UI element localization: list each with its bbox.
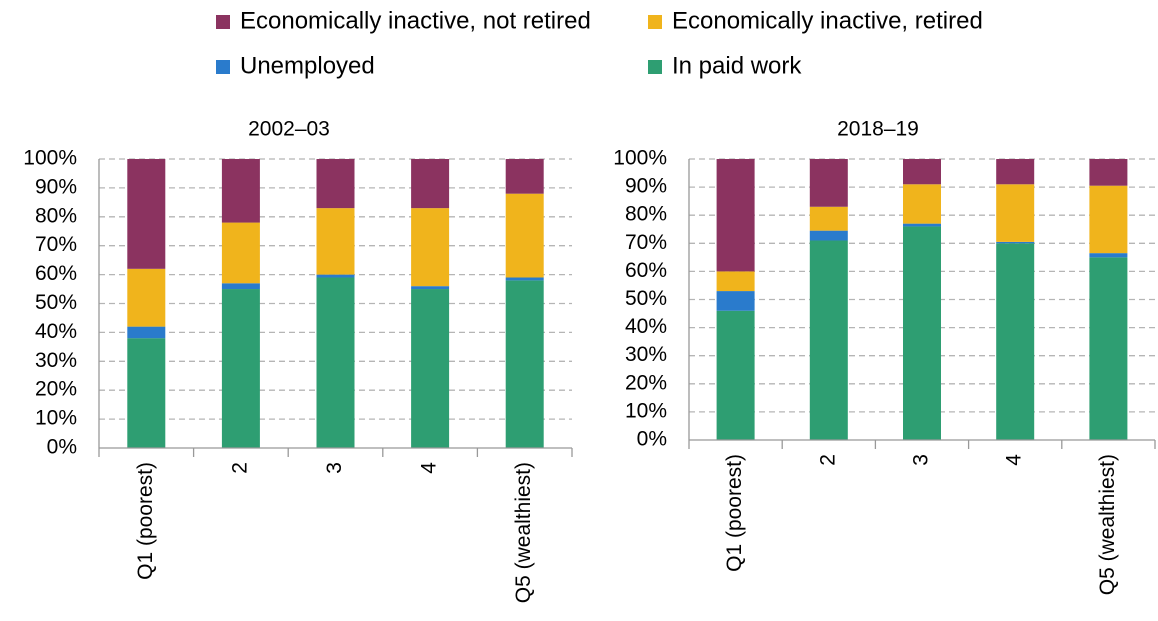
y-tick-label: 70%: [625, 231, 667, 254]
bar-segment: [903, 226, 941, 440]
bar-segment: [316, 159, 355, 209]
y-tick-label: 50%: [625, 287, 667, 310]
y-tick-label: 100%: [613, 147, 667, 170]
bar-segment: [809, 240, 848, 440]
y-tick-label: 30%: [35, 349, 77, 372]
bar-segment: [411, 208, 450, 287]
bar-segment: [1089, 253, 1128, 258]
y-tick-label: 10%: [625, 399, 667, 422]
y-tick-label: 50%: [35, 291, 77, 314]
y-tick-label: 70%: [35, 233, 77, 256]
bar-segment: [505, 280, 544, 448]
y-tick-label: 60%: [35, 262, 77, 285]
bar-segment: [221, 289, 260, 448]
y-tick-label: 80%: [35, 204, 77, 227]
bar-segment: [316, 208, 355, 275]
bar-segment: [716, 159, 755, 272]
bar-segment: [716, 310, 755, 440]
bar-segment: [127, 268, 166, 327]
y-tick-label: 40%: [625, 315, 667, 338]
bar-segment: [716, 271, 755, 292]
legend-swatch: [648, 15, 662, 29]
bar-segment: [505, 159, 544, 194]
bar-segment: [411, 289, 450, 448]
y-tick-label: 60%: [625, 259, 667, 282]
x-tick-label: 2: [816, 454, 839, 466]
y-tick-label: 90%: [35, 175, 77, 198]
bar-segment: [1089, 257, 1128, 440]
bar-segment: [996, 184, 1035, 242]
legend-swatch: [216, 60, 230, 74]
bar-segment: [903, 159, 941, 185]
bar-segment: [127, 338, 166, 448]
legend-label: Economically inactive, not retired: [240, 7, 591, 34]
bar-segment: [127, 326, 166, 339]
bar-segment: [316, 277, 355, 448]
x-tick-label: Q1 (poorest): [134, 462, 157, 580]
x-tick-label: 4: [418, 462, 441, 474]
chart: 2018–19 0% 10% 20% 30% 40% 50% 60% 70% 80% 90% 100%…: [613, 118, 1156, 595]
bar-segment: [316, 274, 355, 278]
bar-segment: [903, 223, 941, 227]
chart-title: 2002–03: [248, 118, 330, 141]
bar-segment: [505, 277, 544, 281]
bar-segment: [1089, 185, 1128, 254]
bar-segment: [996, 243, 1035, 440]
x-tick-label: Q5 (wealthiest): [1096, 454, 1119, 595]
y-tick-label: 90%: [625, 175, 667, 198]
y-tick-label: 20%: [35, 378, 77, 401]
bar-segment: [505, 193, 544, 278]
y-tick-label: 30%: [625, 343, 667, 366]
legend-label: Unemployed: [240, 52, 375, 79]
y-tick-label: 100%: [23, 147, 77, 170]
bar-segment: [716, 291, 755, 311]
bar-segment: [411, 159, 450, 209]
bar-segment: [809, 230, 848, 241]
x-tick-label: Q5 (wealthiest): [512, 462, 535, 603]
bar-segment: [221, 159, 260, 223]
chart: 2002–03 0% 10% 20% 30% 40% 50% 60% 70% 80% 90% 100%…: [23, 118, 573, 603]
x-tick-label: 2: [228, 462, 251, 474]
bar-segment: [221, 283, 260, 290]
legend-label: Economically inactive, retired: [672, 7, 983, 34]
bar-segment: [996, 241, 1035, 244]
legend-label: In paid work: [672, 52, 802, 79]
y-tick-label: 0%: [637, 428, 667, 451]
bar-segment: [809, 206, 848, 231]
bar-segment: [903, 184, 941, 224]
bar-segment: [996, 159, 1035, 185]
x-tick-label: 4: [1003, 454, 1026, 466]
x-tick-label: 3: [910, 454, 933, 466]
x-tick-label: 3: [323, 462, 346, 474]
bar-segment: [221, 222, 260, 284]
bar-segment: [809, 159, 848, 207]
y-tick-label: 10%: [35, 407, 77, 430]
bar-segment: [127, 159, 166, 269]
bar-segment: [1089, 159, 1128, 186]
chart-title: 2018–19: [837, 118, 919, 141]
y-tick-label: 0%: [47, 436, 77, 459]
bar-segment: [411, 286, 450, 290]
y-tick-label: 20%: [625, 371, 667, 394]
legend-swatch: [648, 60, 662, 74]
legend-swatch: [216, 15, 230, 29]
y-tick-label: 40%: [35, 320, 77, 343]
y-tick-label: 80%: [625, 203, 667, 226]
x-tick-label: Q1 (poorest): [723, 454, 746, 572]
